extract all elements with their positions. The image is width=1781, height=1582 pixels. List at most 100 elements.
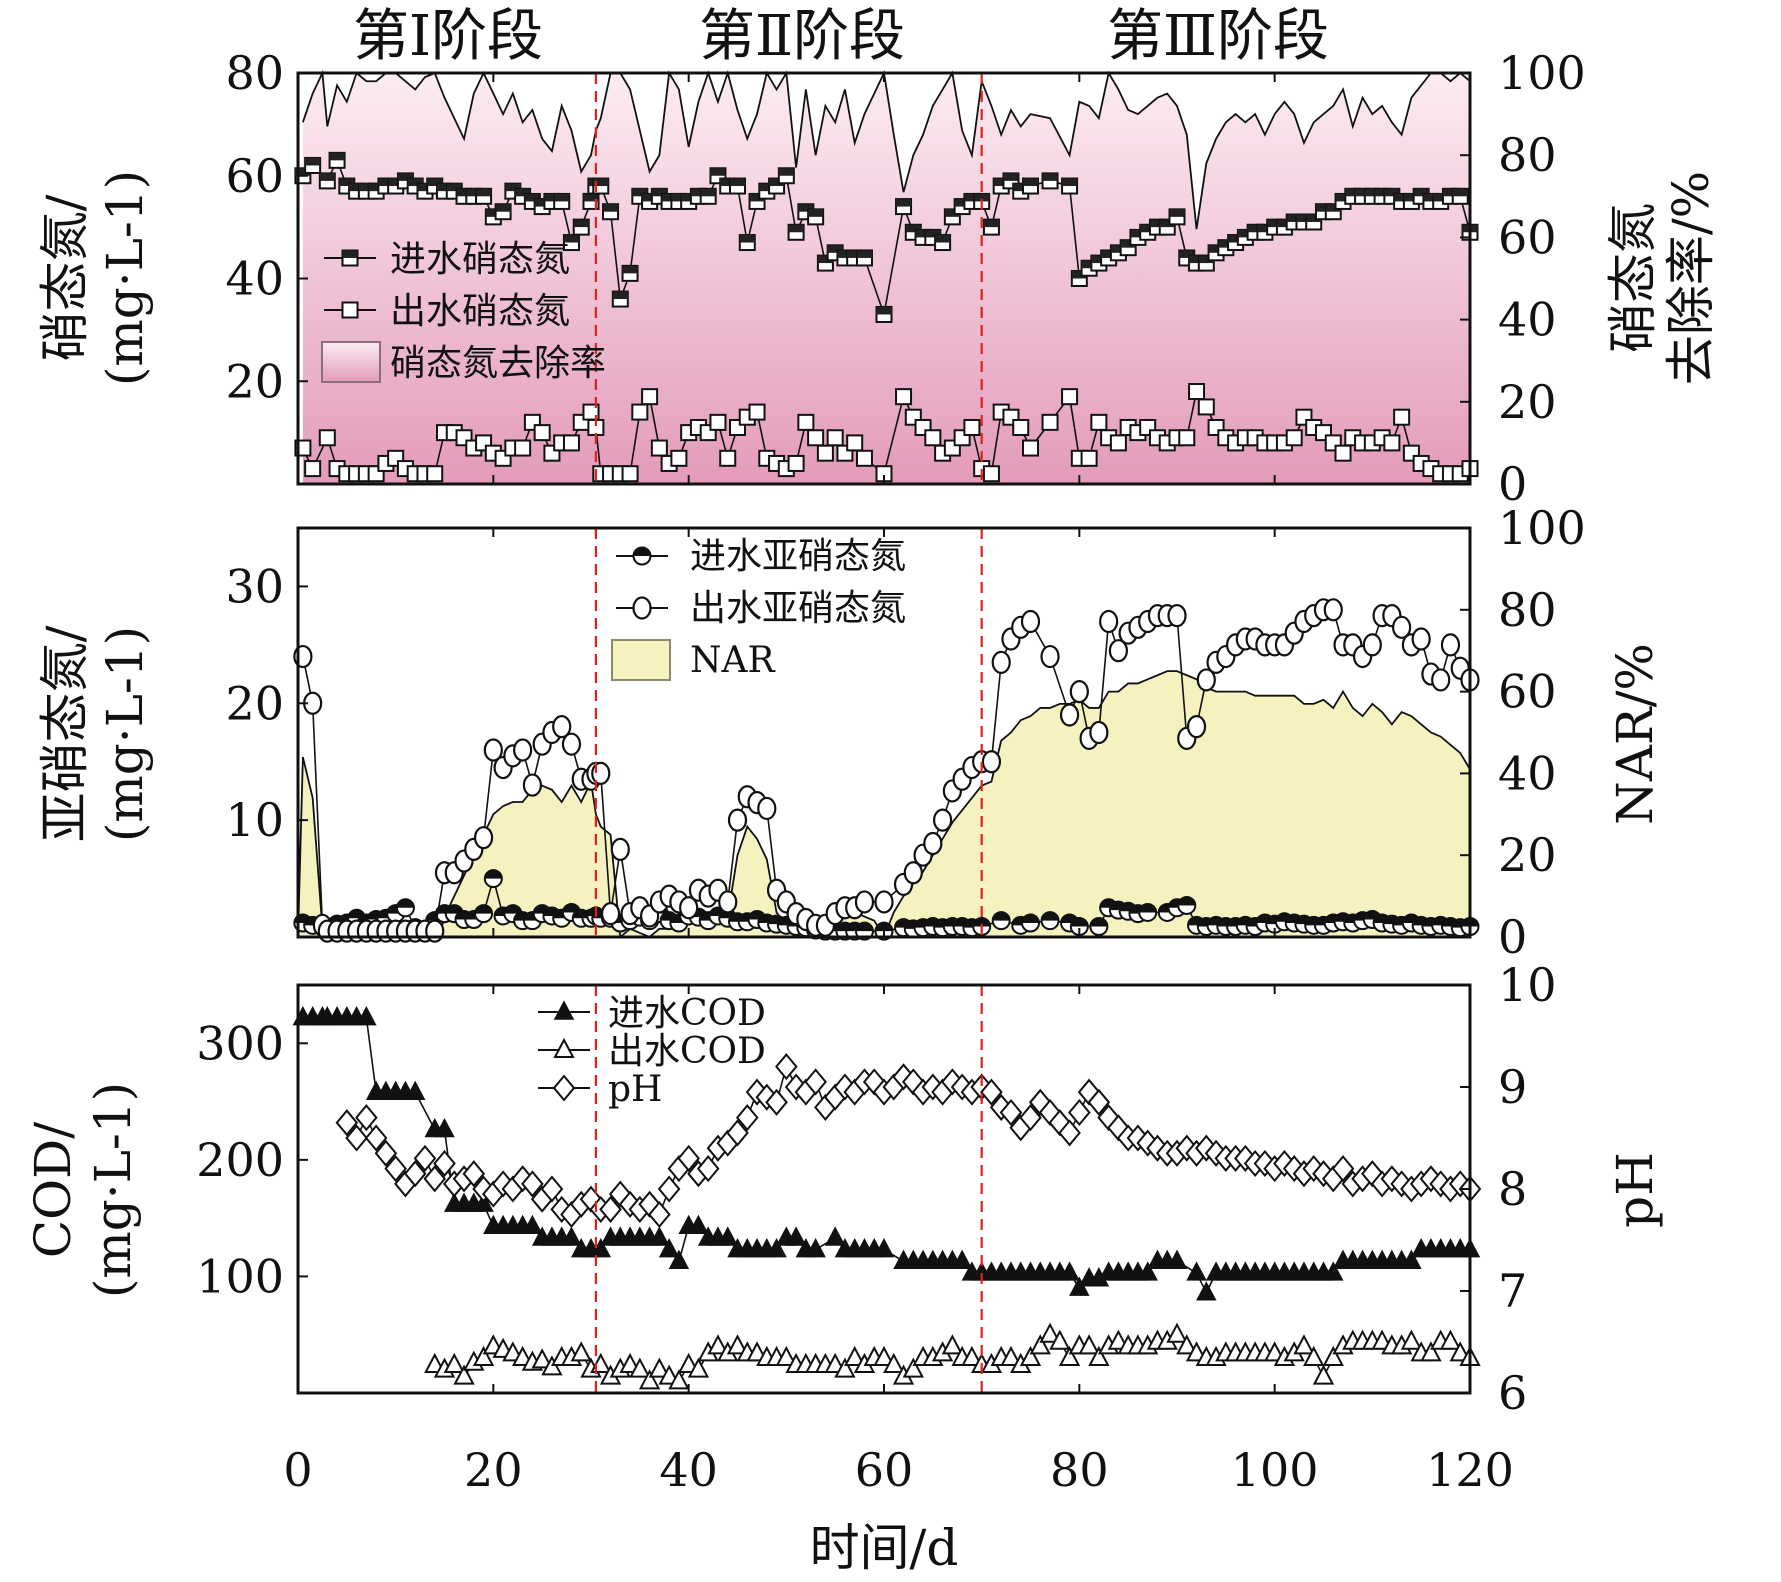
influent-nitrate-point-91-top [1218,240,1234,248]
effluent-nitrite-point-59 [854,890,875,914]
influent-nitrate-point-95-top [1257,224,1273,233]
tr1-line-0: 硝态氮 [1604,203,1662,353]
bottom-legend: 进水COD 出水COD pH [608,993,766,1110]
influent-nitrate-point-23-top [524,193,540,202]
effluent-nitrate-point-69 [982,465,1000,483]
ph-point-44 [765,1088,788,1116]
influent-nitrate-point-79-top [1101,250,1117,258]
influent-cod-point-18 [473,1192,494,1212]
effluent-cod-point-62 [1029,1334,1051,1355]
influent-nitrate-point-1 [304,156,322,174]
influent-nitrate-point-92-top [1228,235,1244,243]
effluent-nitrite-point-45 [718,890,738,914]
influent-cod-point-53 [824,1226,846,1246]
influent-cod-point-77 [1069,1276,1090,1296]
top-legend-effluent-marker [341,301,359,319]
influent-nitrate-point-69-top [983,219,999,228]
influent-nitrate-point-69 [982,218,1000,236]
influent-nitrate-point-53-top [808,209,824,217]
ph-point-0 [335,1109,359,1137]
effluent-nitrate-point-89 [1197,398,1215,416]
effluent-cod-point-67 [1078,1334,1100,1355]
influent-nitrate-point-58-top [856,250,872,258]
effluent-cod-point-64 [1049,1329,1071,1350]
influent-cod-point-102 [1323,1261,1344,1281]
panel1-right-tick-label-4: 80 [1498,583,1557,637]
effluent-cod-point-100 [1400,1329,1423,1350]
influent-nitrate-point-114-top [1442,188,1458,197]
influent-nitrate-point-77-top [1081,260,1097,269]
influent-nitrate-point-33 [611,290,629,308]
panel1-right-tick-label-5: 100 [1498,501,1586,555]
effluent-nitrate-point-53 [807,429,825,447]
influent-nitrate-point-46 [738,234,756,252]
effluent-cod-point-65 [1058,1345,1081,1367]
effluent-nitrate-point-67 [963,418,981,436]
influent-nitrate-point-110-top [1403,193,1419,202]
bottom-right-axis-title: pH [1606,1152,1664,1228]
influent-nitrate-point-86 [1168,208,1186,226]
influent-nitrate-point-18-top [476,188,492,197]
effluent-nitrite-point-90 [1196,668,1216,692]
influent-nitrite-point-72 [1021,913,1040,933]
influent-nitrate-point-33-top [612,291,628,300]
influent-nitrate-point-3-top [329,152,345,161]
removal-rate-edge [302,69,1471,230]
panel1-right-tick-label-1: 20 [1498,828,1557,882]
influent-nitrate-point-90-top [1208,245,1224,253]
effluent-nitrate-point-88 [1188,383,1206,401]
effluent-cod-point-102 [1420,1341,1442,1362]
influent-nitrate-point-100-top [1306,214,1322,222]
effluent-nitrate-point-108 [1383,434,1401,452]
effluent-nitrate-point-58 [855,449,873,467]
effluent-cod-point-68 [1088,1345,1110,1367]
influent-nitrate-point-102-top [1325,204,1341,212]
influent-nitrate-point-115-top [1452,188,1468,197]
effluent-nitrite-point-74 [1020,609,1041,634]
influent-nitrate-point-34-top [622,265,638,274]
influent-nitrate-point-24-top [534,199,550,207]
effluent-nitrate-point-47 [748,403,766,421]
x-tick-label-0: 0 [283,1443,312,1497]
influent-nitrate-point-48-top [759,183,775,192]
influent-nitrite-point-70 [991,911,1011,931]
effluent-nitrite-point-65 [932,808,953,832]
effluent-cod-point-90 [1303,1345,1325,1367]
influent-nitrate-point-36-top [642,193,658,202]
effluent-nitrite-point-77 [1069,679,1089,704]
effluent-nitrate-point-78 [1090,413,1108,431]
ph-point-21 [540,1175,564,1203]
influent-nitrate-point-46-top [739,235,755,243]
influent-nitrate-point-49-top [769,178,785,187]
effluent-nitrite-point-107 [1362,633,1382,657]
influent-nitrate-point-53 [807,208,825,226]
influent-nitrate-point-64 [934,234,952,252]
influent-nitrate-point-75-top [1062,178,1078,187]
influent-nitrite-point-76-half [1090,917,1108,927]
panel1-right-tick-label-2: 40 [1498,746,1557,800]
middle-right-axis-title: NAR/% [1606,643,1664,825]
influent-nitrate-point-26 [553,192,571,210]
influent-nitrate-point-63-top [925,229,941,238]
effluent-nitrate-point-80 [1109,434,1127,452]
ph-point-75 [1068,1098,1091,1127]
influent-nitrate-point-15-top [446,183,462,192]
effluent-cod-point-11 [531,1348,553,1369]
ph-point-40 [726,1119,749,1147]
effluent-cod-point-21 [629,1357,651,1378]
influent-cod-point-38 [668,1249,690,1270]
panel2-right-tick-label-0: 6 [1498,1366,1527,1420]
influent-nitrate-point-31 [592,177,610,195]
effluent-nitrite-point-62 [903,861,923,885]
top-right-axis-title: 硝态氮去除率/% [1604,171,1720,385]
influent-nitrate-point-16-top [456,188,472,197]
effluent-nitrite-point-49 [757,796,777,821]
ph-point-1 [345,1124,368,1152]
effluent-nitrite-point-81 [1108,639,1129,663]
influent-nitrate-point-43-top [710,168,726,176]
influent-cod-point-27 [561,1226,582,1246]
effluent-nitrate-point-44 [719,449,737,467]
effluent-nitrate-point-13 [426,465,444,483]
ph-point-66 [980,1078,1003,1106]
panel0-right-tick-label-4: 80 [1498,128,1557,182]
